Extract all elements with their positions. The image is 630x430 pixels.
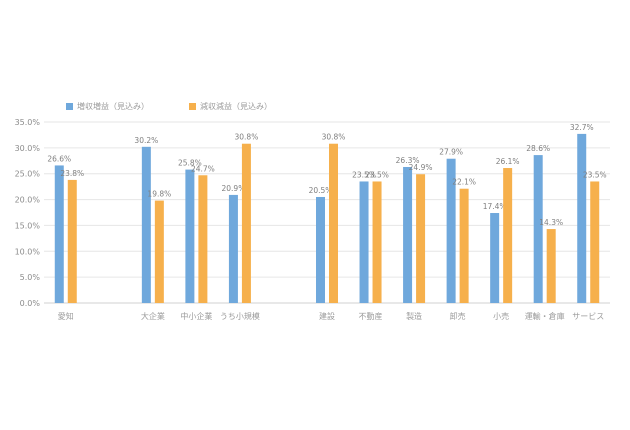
category-label: 小売	[493, 311, 509, 321]
bar-decrease	[154, 200, 164, 303]
y-tick-label: 5.0%	[20, 273, 41, 282]
category-label: うち小規模	[220, 311, 260, 321]
bar-increase	[316, 196, 325, 303]
data-label: 30.2%	[134, 136, 158, 145]
y-tick-label: 30.0%	[15, 144, 41, 153]
data-label: 23.5%	[352, 170, 376, 179]
data-label: 23.5%	[365, 170, 389, 179]
data-label: 25.8%	[178, 159, 202, 168]
bar-increase	[228, 194, 238, 303]
category-label: 建設	[319, 311, 335, 321]
data-label: 14.3%	[539, 218, 563, 227]
data-label: 30.8%	[322, 133, 346, 142]
category-label: サービス	[572, 312, 604, 321]
legend: 増収増益（見込み） 減収減益（見込み）	[66, 101, 272, 112]
bar-decrease	[503, 168, 513, 303]
bar-decrease	[372, 181, 382, 303]
bar-increase	[185, 169, 195, 303]
bar-increase	[403, 166, 413, 303]
bar-decrease	[546, 229, 556, 303]
bar-increase	[577, 133, 587, 303]
data-label: 17.4%	[483, 202, 507, 211]
y-tick-label: 35.0%	[15, 118, 41, 127]
data-label: 20.9%	[222, 184, 246, 193]
data-label: 26.6%	[47, 154, 71, 163]
data-label: 26.3%	[396, 156, 420, 165]
legend-swatch-decrease	[189, 103, 196, 110]
bar-decrease	[459, 188, 469, 303]
y-tick-label: 20.0%	[15, 196, 41, 205]
data-label: 27.9%	[439, 148, 463, 157]
legend-label-decrease: 減収減益（見込み）	[200, 102, 272, 111]
data-label: 28.6%	[526, 144, 550, 153]
bar-decrease	[416, 174, 426, 303]
data-label: 26.1%	[496, 157, 520, 166]
bar-decrease	[241, 143, 251, 303]
data-label: 22.1%	[452, 178, 476, 187]
category-label: 卸売	[450, 311, 466, 321]
y-tick-label: 25.0%	[15, 170, 41, 179]
bar-increase	[359, 181, 369, 303]
category-label: 愛知	[58, 311, 74, 321]
data-label: 30.8%	[235, 133, 259, 142]
category-label: 大企業	[141, 311, 165, 321]
data-label: 23.5%	[583, 170, 607, 179]
data-label: 24.7%	[191, 164, 215, 173]
y-tick-label: 15.0%	[15, 221, 41, 230]
bar-increase	[533, 155, 543, 303]
data-label: 19.8%	[147, 190, 171, 199]
category-label: 運輸・倉庫	[525, 311, 565, 321]
legend-item-increase: 増収増益（見込み）	[66, 101, 149, 112]
data-label: 32.7%	[570, 123, 594, 132]
legend-label-increase: 増収増益（見込み）	[77, 102, 149, 111]
bar-decrease	[67, 179, 77, 303]
y-tick-label: 0.0%	[20, 299, 41, 308]
category-label: 製造	[406, 311, 422, 321]
bar-increase	[54, 165, 64, 303]
data-label: 23.8%	[60, 169, 84, 178]
y-tick-label: 10.0%	[15, 247, 41, 256]
legend-item-decrease: 減収減益（見込み）	[189, 101, 272, 112]
legend-swatch-increase	[66, 103, 73, 110]
data-label: 20.5%	[309, 186, 333, 195]
bar-decrease	[198, 175, 208, 303]
bar-increase	[446, 158, 456, 303]
category-label: 不動産	[359, 311, 383, 321]
bar-increase	[141, 146, 151, 303]
bar-decrease	[329, 143, 338, 303]
category-label: 中小企業	[180, 311, 212, 321]
data-label: 24.9%	[409, 163, 433, 172]
bar-decrease	[590, 181, 600, 303]
bar-increase	[490, 213, 500, 303]
